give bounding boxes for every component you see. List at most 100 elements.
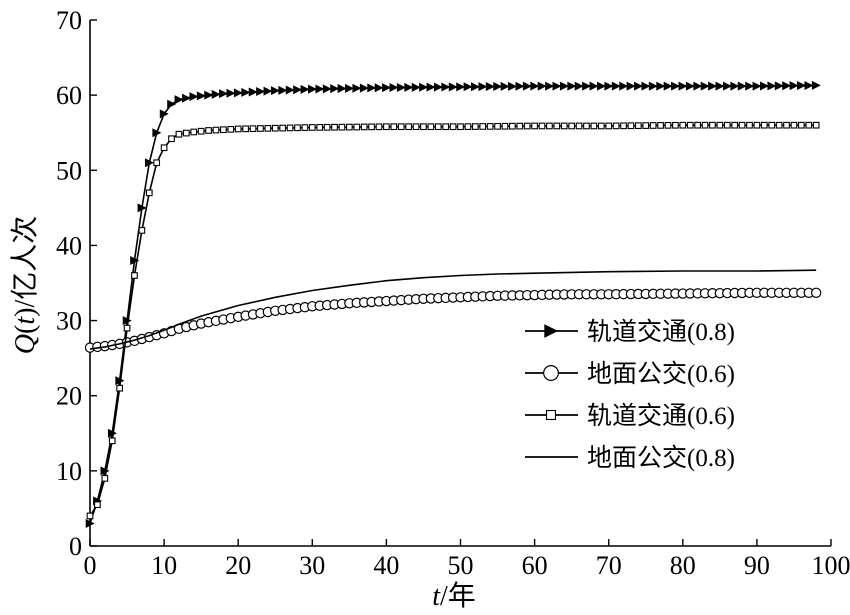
data-point: [279, 124, 287, 132]
data-point: [516, 122, 524, 130]
data-point: [530, 81, 540, 91]
data-point: [352, 83, 362, 93]
data-point: [634, 122, 642, 130]
data-point: [220, 126, 227, 134]
data-point: [249, 125, 257, 133]
data-point: [463, 82, 473, 92]
legend-entry: 轨道交通(0.6): [525, 402, 735, 430]
data-point: [560, 122, 568, 130]
data-point: [441, 82, 451, 92]
data-point: [234, 125, 242, 133]
data-point: [456, 82, 466, 92]
x-axis-title-var: t: [432, 581, 441, 612]
data-point: [479, 123, 487, 130]
y-axis-ticks: 0 10 20 30 40 50 60 70: [56, 6, 97, 561]
data-point: [723, 121, 731, 129]
legend: 轨道交通(0.8) 地面公交(0.6) 轨道交通(0.6) 地面公交(0.8): [525, 318, 735, 472]
data-point: [338, 123, 346, 131]
data-point: [316, 124, 324, 131]
data-point: [708, 81, 718, 91]
data-point: [664, 122, 672, 129]
data-point: [722, 81, 732, 91]
data-point: [427, 123, 435, 131]
data-point: [174, 95, 184, 105]
data-point: [301, 124, 309, 131]
data-point: [137, 203, 147, 213]
data-point: [116, 384, 123, 392]
data-point: [604, 81, 614, 91]
data-point: [797, 81, 807, 91]
y-tick-label: 0: [69, 532, 82, 561]
data-point: [211, 89, 221, 99]
data-point: [774, 81, 784, 91]
data-point: [442, 123, 450, 131]
series-group: [84, 80, 822, 528]
data-point: [396, 82, 406, 92]
data-point: [190, 128, 198, 136]
data-point: [567, 81, 577, 91]
data-point: [471, 123, 479, 130]
data-point: [212, 126, 220, 134]
data-point: [597, 122, 605, 130]
data-point: [730, 81, 740, 91]
y-axis-title: Q(t)/亿人次: [9, 216, 41, 354]
data-point: [307, 84, 317, 94]
data-point: [531, 122, 538, 130]
y-tick-label: 60: [56, 81, 82, 110]
data-point: [798, 121, 805, 129]
legend-label: 地面公交(0.8): [587, 444, 735, 472]
x-axis-ticks: 0 10 20 30 40 50 60 70 80 90 100: [84, 539, 850, 580]
legend-entry: 地面公交(0.6): [525, 360, 735, 388]
series-1: [85, 80, 821, 528]
data-point: [760, 81, 769, 91]
data-point: [694, 121, 701, 129]
data-point: [619, 81, 629, 91]
data-point: [226, 88, 236, 98]
data-point: [657, 122, 664, 129]
data-point: [634, 81, 644, 91]
data-point: [152, 128, 162, 138]
data-point: [582, 81, 592, 91]
legend-marker: [545, 409, 557, 421]
legend-marker: [543, 365, 559, 381]
data-point: [264, 125, 272, 132]
data-point: [337, 84, 347, 94]
data-point: [382, 83, 392, 93]
data-point: [159, 109, 169, 119]
data-point: [138, 227, 146, 234]
data-point: [322, 84, 332, 94]
data-point: [685, 81, 695, 91]
data-point: [130, 255, 140, 265]
data-point: [700, 81, 710, 91]
y-axis-title-open: (: [10, 325, 41, 334]
data-point: [641, 81, 651, 91]
data-point: [263, 86, 273, 96]
legend-marker: [544, 324, 559, 338]
data-point: [620, 122, 627, 130]
data-point: [233, 88, 243, 98]
data-point: [790, 121, 798, 129]
data-point: [552, 81, 562, 91]
data-point: [412, 123, 420, 131]
data-point: [485, 82, 495, 92]
data-point: [811, 80, 821, 90]
legend-label: 轨道交通(0.8): [587, 318, 735, 346]
y-axis-title-var: Q: [10, 334, 41, 354]
data-point: [783, 121, 790, 129]
data-point: [457, 123, 464, 131]
y-tick-label: 50: [56, 156, 82, 185]
data-point: [627, 122, 635, 130]
data-point: [168, 135, 175, 143]
data-point: [701, 121, 709, 129]
data-point: [182, 129, 190, 137]
x-tick-label: 0: [84, 551, 97, 580]
x-axis-title-unit: /年: [440, 580, 476, 612]
data-point: [656, 81, 666, 91]
data-point: [359, 83, 369, 93]
data-point: [383, 123, 390, 131]
data-point: [760, 121, 768, 129]
data-point: [122, 316, 132, 326]
data-point: [612, 122, 620, 130]
legend-label: 轨道交通(0.6): [587, 402, 735, 430]
